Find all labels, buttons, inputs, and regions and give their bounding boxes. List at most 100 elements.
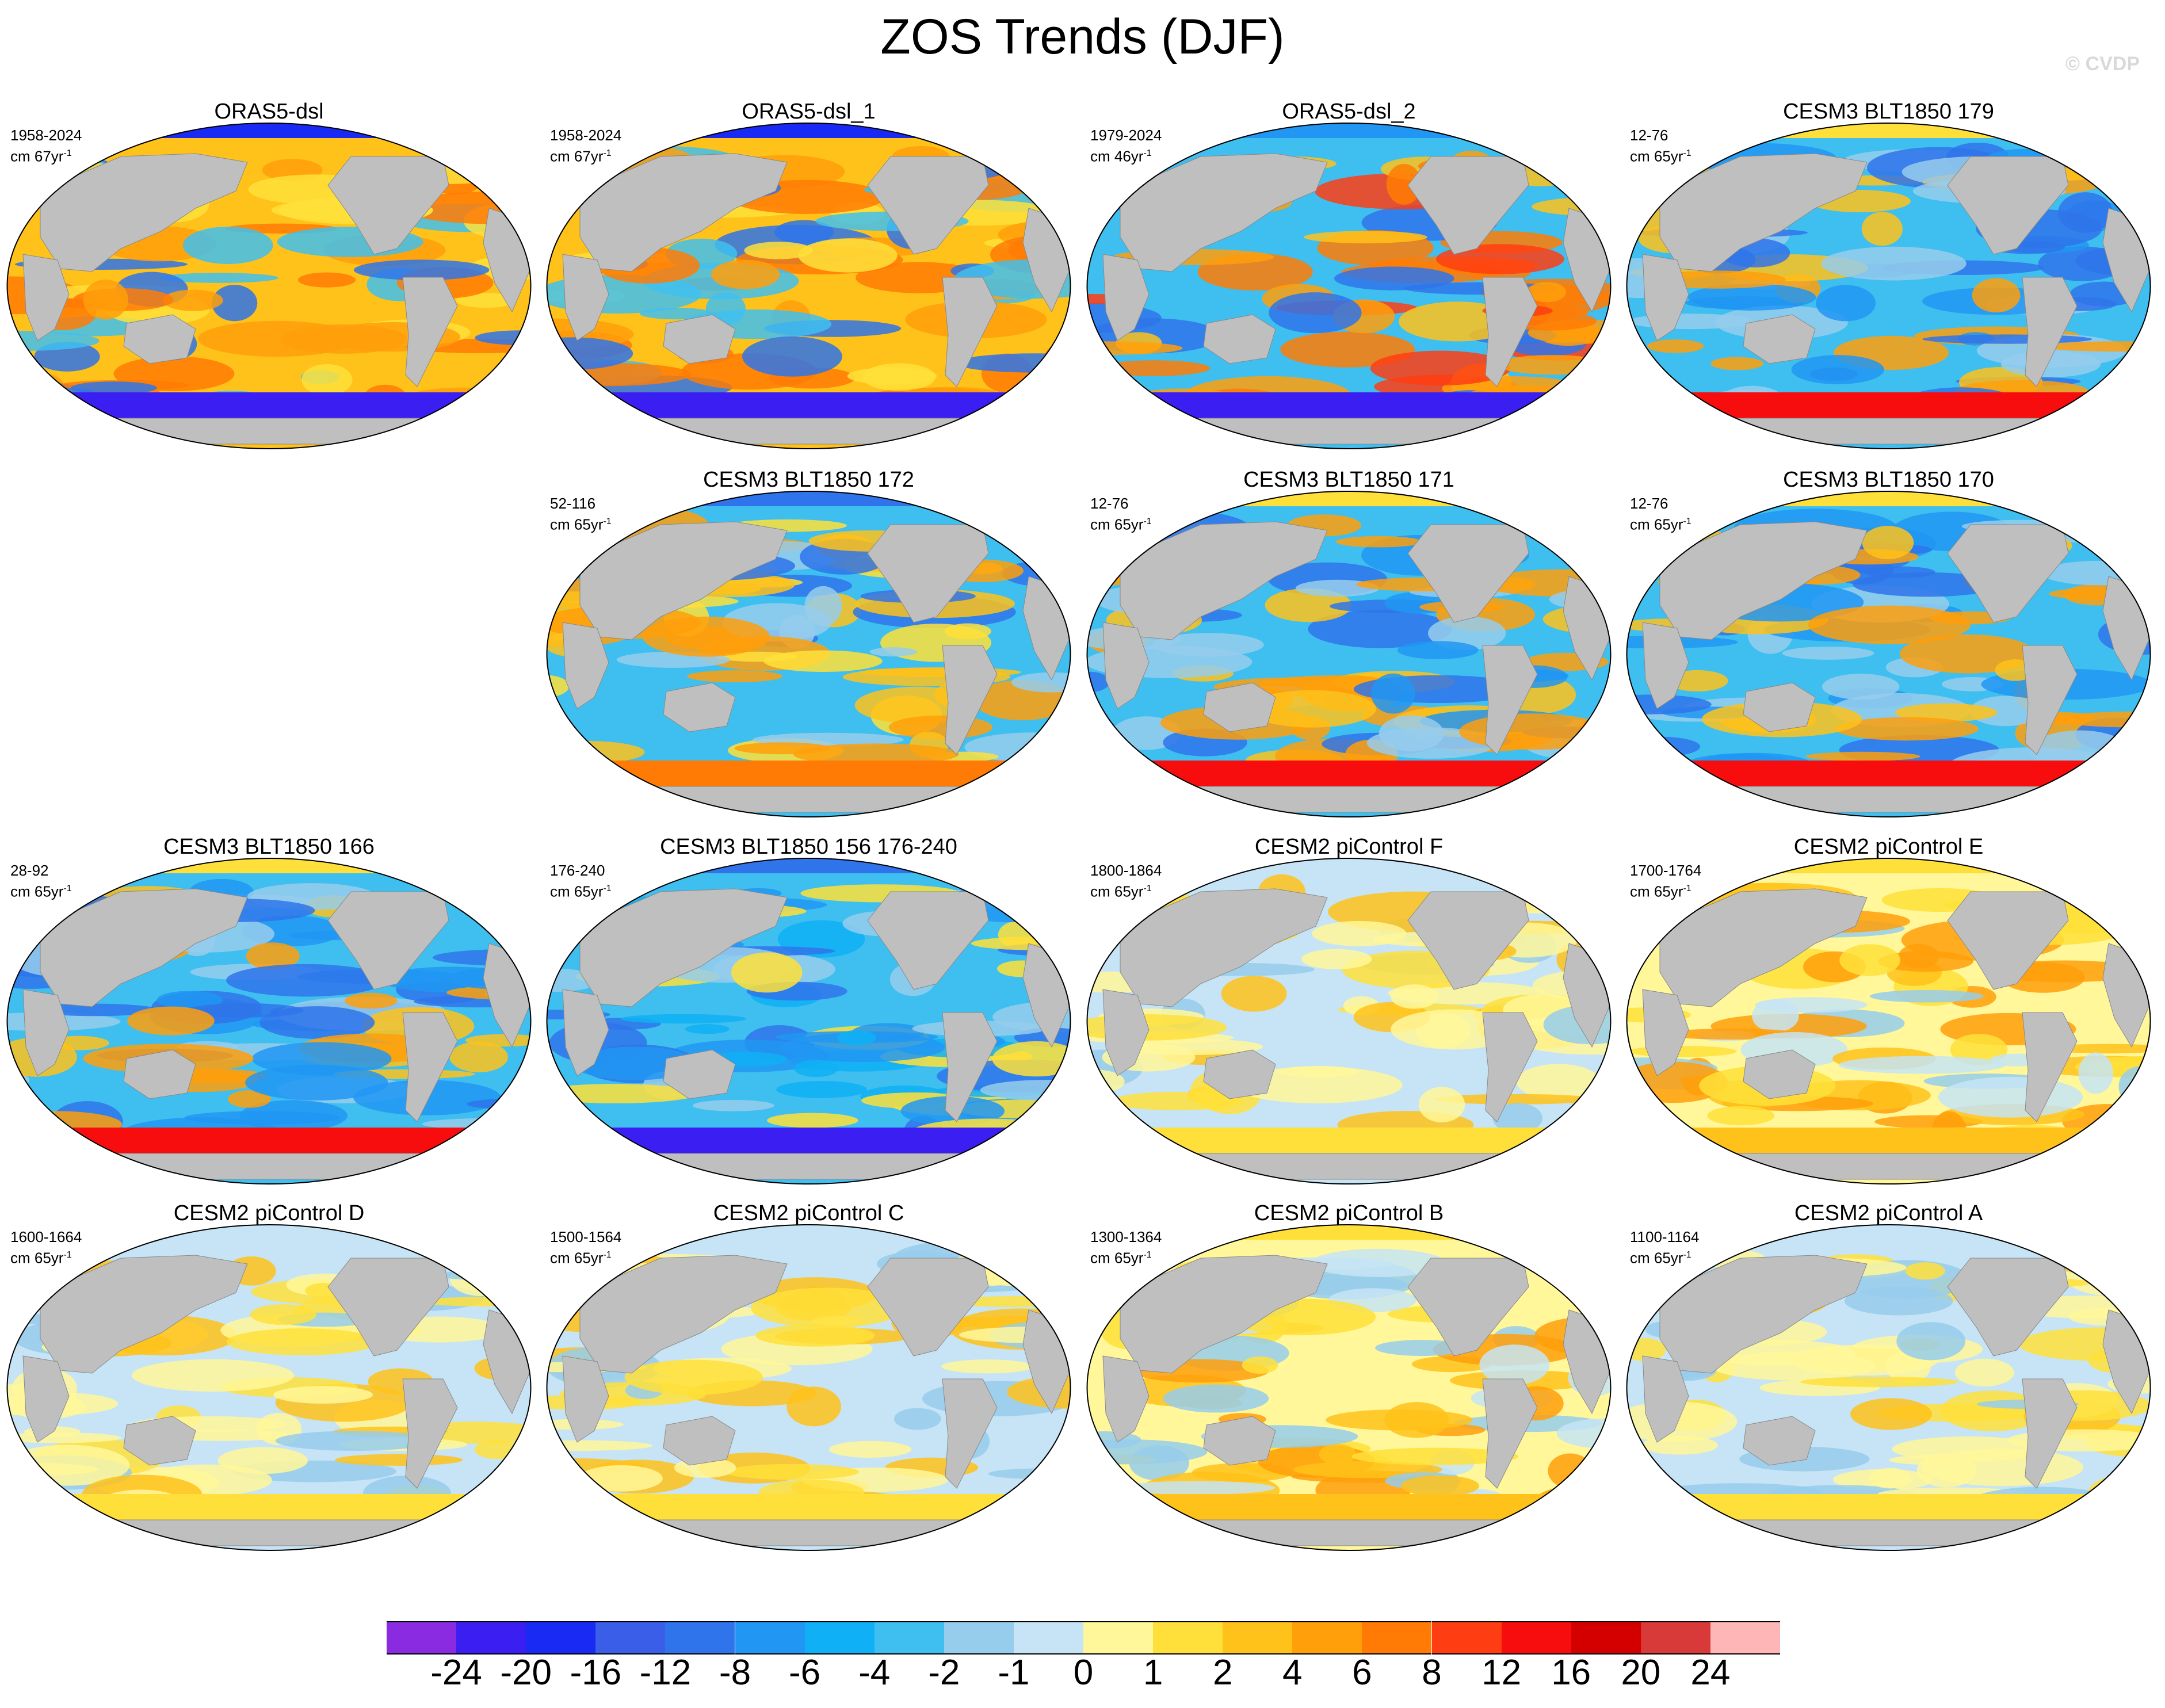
panel-title: ORAS5-dsl_1 <box>742 100 876 124</box>
map-panel: CESM2 piControl C 1500-1564 cm 65yr-1 <box>540 1201 1078 1569</box>
land-mass <box>663 314 736 364</box>
colorbar-swatch <box>456 1621 526 1654</box>
colorbar-swatch <box>1640 1621 1710 1654</box>
panel-period: 1700-1764 <box>1630 862 1702 879</box>
panel-units: cm 65yr-1 <box>10 880 72 901</box>
panel-units-exponent: -1 <box>1143 884 1152 893</box>
trend-anomaly-patch <box>1163 1384 1269 1413</box>
panel-units-text: cm 65yr <box>10 1249 64 1267</box>
trend-anomaly-patch <box>1710 357 1764 370</box>
panel-period: 1300-1364 <box>1090 1228 1162 1245</box>
land-mass <box>402 1012 458 1122</box>
colorbar-swatch <box>1431 1621 1502 1654</box>
robinson-map <box>1626 858 2151 1184</box>
panel-title: CESM3 BLT1850 179 <box>1783 100 1994 124</box>
trend-anomaly-patch <box>2111 1138 2151 1155</box>
panel-meta: 1300-1364 cm 65yr-1 <box>1090 1228 1162 1267</box>
panel-period: 52-116 <box>550 495 596 512</box>
map-border <box>1086 491 1612 817</box>
map-border <box>1626 1224 2151 1551</box>
land-mass <box>1642 1355 1689 1443</box>
panel-meta: 52-116 cm 65yr-1 <box>550 495 612 534</box>
land-mass <box>562 254 609 341</box>
land-mass <box>1203 314 1276 364</box>
panel-units: cm 65yr-1 <box>1630 880 1701 901</box>
trend-anomaly-patch <box>1370 350 1511 386</box>
trend-anomaly-patch <box>1626 694 1712 714</box>
colorbar-swatch <box>1013 1621 1083 1654</box>
land-mass <box>663 1049 736 1099</box>
map-border <box>546 123 1071 449</box>
panel-title: ORAS5-dsl_2 <box>1282 100 1416 124</box>
trend-anomaly-patch <box>1400 1475 1480 1497</box>
trend-anomaly-patch <box>403 191 531 224</box>
trend-anomaly-patch <box>786 1386 841 1427</box>
trend-anomaly-patch <box>767 1113 858 1128</box>
trend-anomaly-patch <box>335 1454 463 1466</box>
trend-anomaly-patch <box>498 1249 531 1268</box>
land-mass <box>1154 1153 1547 1180</box>
trend-anomaly-patch <box>1391 984 1438 1009</box>
watermark: © CVDP <box>2065 53 2140 75</box>
land-mass <box>562 622 609 709</box>
trend-anomaly-patch <box>1100 1500 1171 1514</box>
trend-anomaly-patch <box>7 1432 121 1443</box>
colorbar-swatch <box>665 1621 735 1654</box>
panel-units: cm 65yr-1 <box>1630 144 1691 166</box>
map-panel: CESM2 piControl E 1700-1764 cm 65yr-1 <box>1620 834 2158 1202</box>
panel-period: 1500-1564 <box>550 1228 622 1245</box>
panel-units-text: cm 65yr <box>550 882 604 900</box>
panel-units-text: cm 46yr <box>1090 147 1144 165</box>
trend-anomaly-patch <box>755 1324 875 1347</box>
land-mass <box>1743 1049 1816 1099</box>
panel-meta: 1500-1564 cm 65yr-1 <box>550 1228 621 1267</box>
trend-anomaly-patch <box>781 1032 945 1063</box>
trend-anomaly-patch <box>578 1465 663 1492</box>
arctic-band <box>1087 858 1611 873</box>
trend-anomaly-patch <box>692 1099 774 1111</box>
panel-meta: 28-92 cm 65yr-1 <box>10 862 72 901</box>
trend-anomaly-patch <box>711 259 780 289</box>
trend-anomaly-patch <box>246 942 300 970</box>
panel-period: 1800-1864 <box>1090 862 1162 879</box>
land-mass <box>74 418 467 445</box>
land-mass <box>1482 645 1538 755</box>
trend-anomaly-patch <box>1335 536 1423 548</box>
map-panel: CESM2 piControl A 1100-1164 cm 65yr-1 <box>1620 1201 2158 1569</box>
colorbar-tick-label: 8 <box>1422 1653 1442 1692</box>
land-mass <box>1407 891 1529 990</box>
arctic-band <box>7 858 531 873</box>
colorbar-tick-label: 0 <box>1073 1653 1094 1692</box>
panel-title: CESM3 BLT1850 172 <box>703 468 914 492</box>
trend-anomaly-patch <box>1626 736 1701 757</box>
trend-anomaly-patch <box>212 285 258 322</box>
trend-anomaly-patch <box>1647 339 1704 353</box>
panel-meta: 1958-2024 cm 67yr-1 <box>550 127 621 166</box>
panel-title: CESM2 piControl F <box>1254 835 1444 859</box>
panel-title: CESM2 piControl D <box>173 1201 365 1225</box>
trend-anomaly-patch <box>1938 1076 2083 1118</box>
trend-anomaly-patch <box>731 952 803 993</box>
trend-anomaly-patch <box>162 289 223 311</box>
trend-anomaly-patch <box>1752 999 1799 1033</box>
panel-title: CESM3 BLT1850 166 <box>163 835 375 859</box>
colorbar-tick-label: 20 <box>1621 1653 1661 1692</box>
robinson-map <box>1086 123 1612 449</box>
colorbar-swatch <box>944 1621 1014 1654</box>
trend-anomaly-patch <box>860 667 1021 678</box>
land-mass <box>663 1416 736 1466</box>
land-mass <box>942 277 998 387</box>
robinson-map <box>546 1224 1071 1551</box>
trend-anomaly-patch <box>687 670 783 683</box>
trend-anomaly-patch <box>226 1328 378 1355</box>
land-mass <box>22 989 70 1076</box>
map-border <box>1086 1224 1612 1551</box>
trend-anomaly-patch <box>474 1440 520 1459</box>
trend-anomaly-patch <box>449 1041 508 1072</box>
trend-anomaly-patch <box>642 616 770 657</box>
panel-period: 1958-2024 <box>550 127 622 144</box>
panel-units-exponent: -1 <box>1143 148 1152 158</box>
panel-meta: 12-76 cm 65yr-1 <box>1630 127 1691 166</box>
trend-anomaly-patch <box>227 1090 271 1108</box>
land-mass <box>1203 1049 1276 1099</box>
